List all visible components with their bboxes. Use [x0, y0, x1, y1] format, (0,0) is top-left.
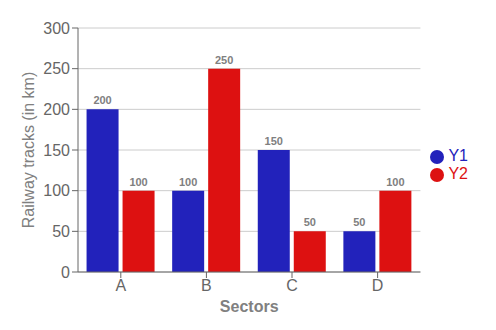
- svg-text:300: 300: [43, 20, 70, 37]
- svg-text:50: 50: [353, 216, 365, 228]
- svg-text:250: 250: [43, 60, 70, 77]
- svg-text:100: 100: [43, 182, 70, 199]
- svg-text:50: 50: [52, 223, 70, 240]
- svg-text:100: 100: [129, 176, 147, 188]
- svg-text:0: 0: [61, 264, 70, 281]
- svg-text:100: 100: [386, 176, 404, 188]
- svg-text:200: 200: [93, 94, 111, 106]
- html-text:Y2: Y2: [448, 165, 468, 182]
- svg-text:250: 250: [215, 54, 233, 66]
- svg-text:50: 50: [304, 216, 316, 228]
- svg-text:B: B: [201, 277, 212, 294]
- svg-text:Sectors: Sectors: [220, 298, 279, 315]
- svg-text:D: D: [372, 277, 384, 294]
- svg-text:150: 150: [43, 142, 70, 159]
- svg-text:150: 150: [265, 135, 283, 147]
- svg-text:100: 100: [179, 176, 197, 188]
- svg-text:200: 200: [43, 101, 70, 118]
- svg-text:Railway tracks (in km): Railway tracks (in km): [20, 72, 37, 228]
- svg-text:A: A: [115, 277, 126, 294]
- html-text:Y1: Y1: [448, 147, 468, 164]
- svg-text:C: C: [286, 277, 298, 294]
